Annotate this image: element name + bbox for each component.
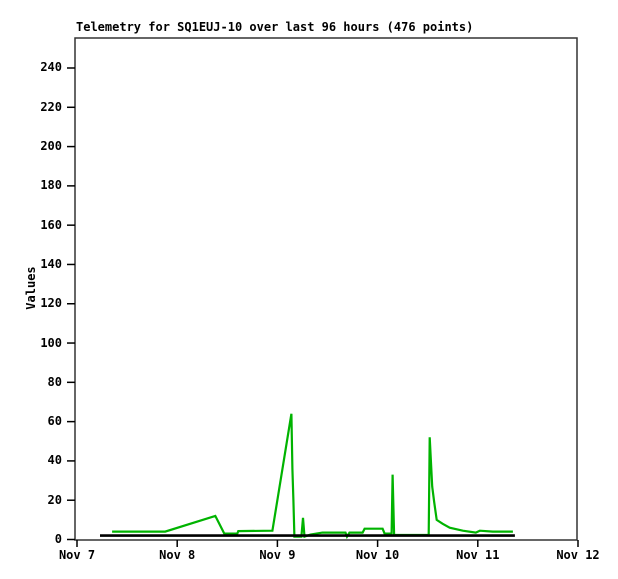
y-tick-label: 220	[40, 99, 62, 114]
y-tick-label: 240	[40, 60, 62, 75]
chart-title: Telemetry for SQ1EUJ-10 over last 96 hou…	[76, 20, 474, 34]
y-tick-label: 200	[40, 139, 62, 154]
y-tick-label: 180	[40, 178, 62, 193]
x-tick-label: Nov 10	[355, 548, 400, 562]
x-tick-label: Nov 11	[456, 548, 500, 562]
x-tick-label: Nov 7	[58, 548, 96, 562]
x-tick-label: Nov 9	[259, 548, 296, 562]
y-tick-label: 120	[40, 296, 62, 311]
y-tick-label: 20	[47, 492, 62, 507]
y-tick-label: 160	[40, 217, 62, 232]
y-tick-label: 140	[40, 256, 62, 271]
data-series	[100, 413, 515, 540]
x-tick-label: Nov 12	[556, 548, 600, 562]
y-axis-ticks	[67, 67, 75, 541]
x-tick-label: Nov 8	[159, 548, 196, 562]
plot-frame	[74, 37, 578, 541]
series-telemetry-values	[112, 413, 513, 540]
plot-border	[74, 37, 578, 541]
y-tick-label: 40	[47, 453, 62, 468]
y-tick-label: 60	[47, 414, 62, 429]
y-tick-label: 100	[40, 335, 62, 350]
x-axis-ticks	[76, 540, 579, 547]
y-tick-label: 80	[47, 374, 62, 389]
y-tick-label: 0	[54, 532, 62, 546]
